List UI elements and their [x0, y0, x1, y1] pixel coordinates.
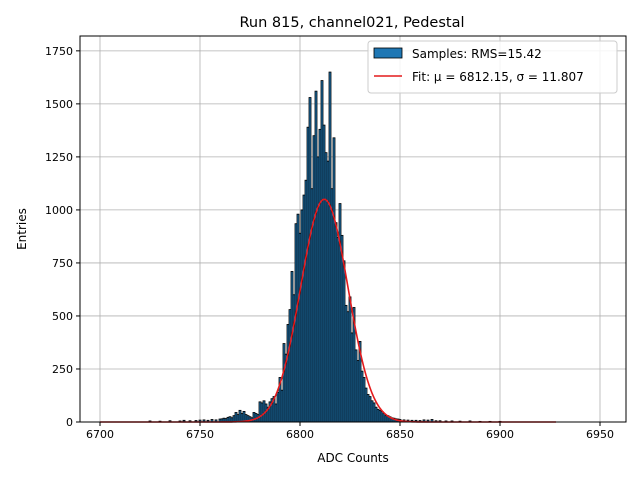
y-tick-label-4: 1000: [45, 204, 73, 217]
grid-lines: [80, 36, 626, 423]
x-tick-label-3: 6850: [386, 428, 414, 441]
y-axis-ticks: 0 250 500 750 1000 1250 1500 1750: [45, 45, 80, 429]
x-axis-label: ADC Counts: [317, 451, 389, 465]
legend: Samples: RMS=15.42 Fit: μ = 6812.15, σ =…: [367, 40, 618, 94]
y-axis-label: Entries: [15, 208, 29, 250]
x-tick-label-2: 6800: [286, 428, 314, 441]
y-tick-label-0: 0: [66, 416, 73, 429]
x-tick-label-4: 6900: [486, 428, 514, 441]
y-tick-label-3: 750: [52, 257, 73, 270]
legend-swatch-samples: [373, 47, 403, 59]
chart-title: Run 815, channel021, Pedestal: [239, 15, 464, 31]
y-tick-label-7: 1750: [45, 45, 73, 58]
y-tick-label-1: 250: [52, 363, 73, 376]
legend-label-samples: Samples: RMS=15.42: [412, 47, 542, 61]
legend-box: [367, 40, 618, 94]
plot-frame: [79, 35, 627, 423]
x-axis-ticks: 6700 6750 6800 6850 6900 6950: [86, 422, 614, 441]
y-tick-label-6: 1500: [45, 98, 73, 111]
y-tick-label-2: 500: [52, 310, 73, 323]
x-tick-label-0: 6700: [86, 428, 114, 441]
legend-label-fit: Fit: μ = 6812.15, σ = 11.807: [412, 70, 584, 84]
y-tick-label-5: 1250: [45, 151, 73, 164]
x-tick-label-1: 6750: [186, 428, 214, 441]
x-tick-label-5: 6950: [586, 428, 614, 441]
